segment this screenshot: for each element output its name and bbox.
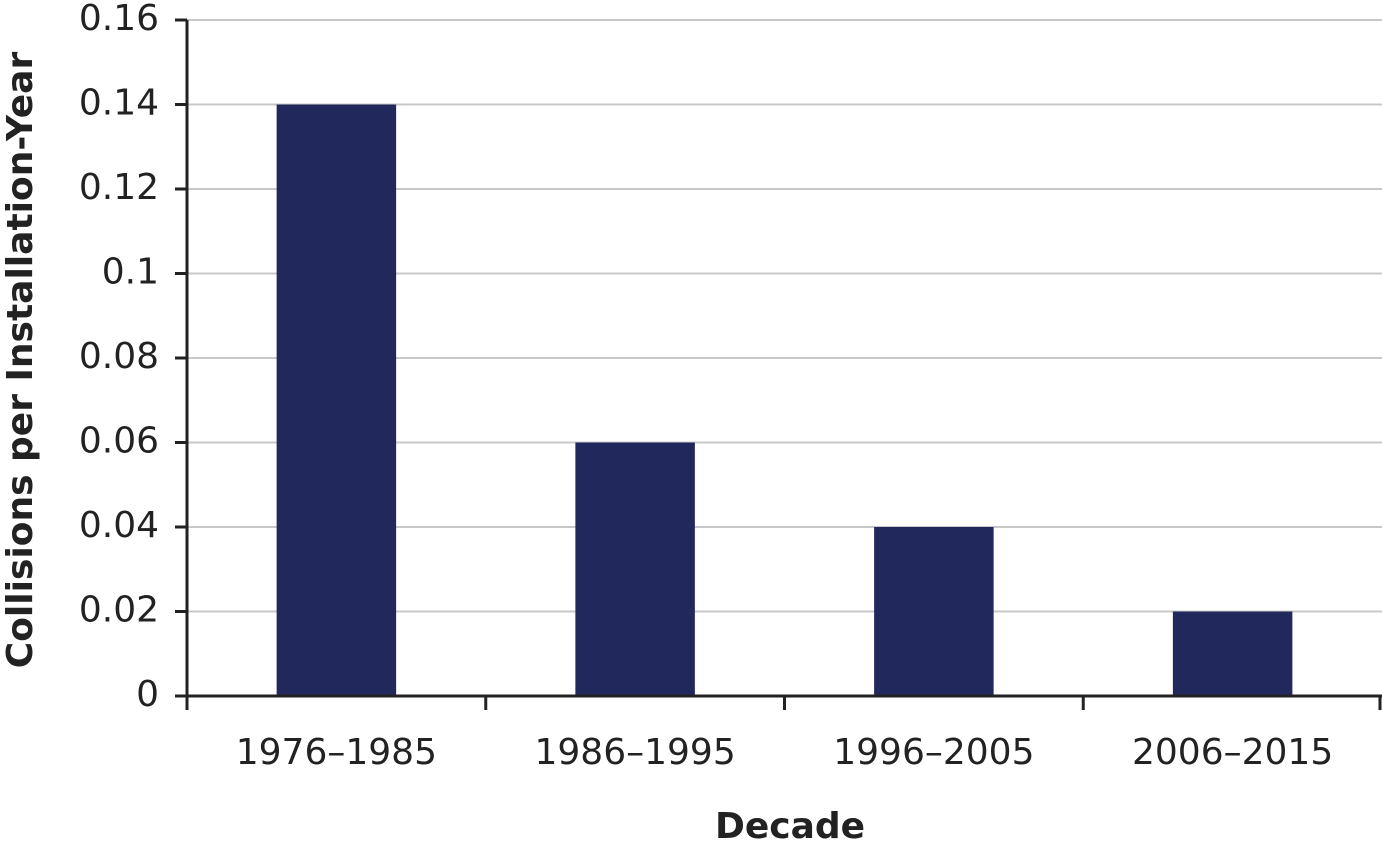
x-tick-label: 1986–1995 bbox=[535, 732, 736, 773]
y-tick-label: 0.04 bbox=[79, 505, 159, 546]
y-tick-label: 0.02 bbox=[79, 590, 159, 631]
y-axis-label: Collisions per Installation-Year bbox=[0, 52, 41, 669]
x-tick-label: 2006–2015 bbox=[1132, 732, 1333, 773]
x-tick-label: 1976–1985 bbox=[236, 732, 437, 773]
x-axis-label: Decade bbox=[715, 806, 865, 847]
bar bbox=[276, 104, 397, 696]
y-tick-label: 0.16 bbox=[79, 0, 159, 39]
bar bbox=[874, 527, 994, 696]
y-tick-label: 0.08 bbox=[79, 336, 159, 377]
bar bbox=[575, 442, 695, 696]
y-tick-label: 0 bbox=[136, 674, 159, 715]
y-tick-label: 0.06 bbox=[79, 421, 159, 462]
y-tick-label: 0.12 bbox=[79, 167, 159, 208]
y-tick-label: 0.14 bbox=[79, 83, 159, 124]
x-tick-label: 1996–2005 bbox=[833, 732, 1034, 773]
y-tick-label: 0.1 bbox=[102, 252, 159, 293]
bar bbox=[1172, 611, 1293, 696]
